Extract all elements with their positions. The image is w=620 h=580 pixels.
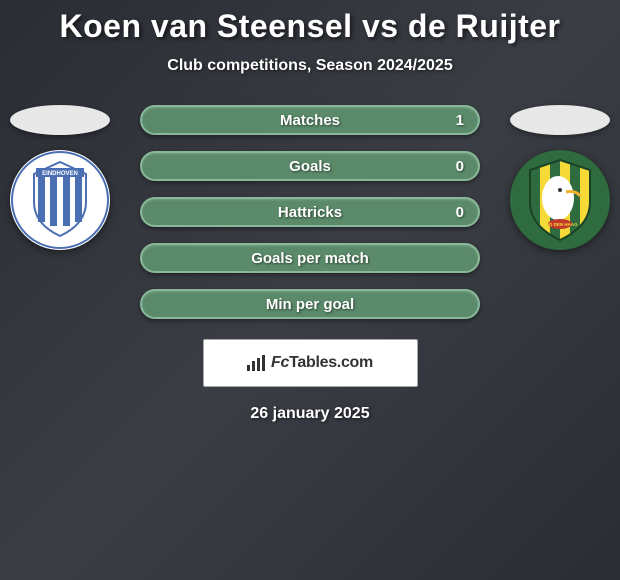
body-row: EINDHOVEN bbox=[0, 105, 620, 319]
player-left-column: EINDHOVEN bbox=[0, 105, 120, 250]
stat-value: 0 bbox=[456, 204, 464, 221]
stat-pill-matches: Matches 1 bbox=[140, 105, 480, 135]
left-club-badge: EINDHOVEN bbox=[10, 150, 110, 250]
stat-label: Goals bbox=[289, 158, 331, 175]
player-left-avatar-placeholder bbox=[10, 105, 110, 135]
stat-label: Matches bbox=[280, 112, 340, 129]
stats-list: Matches 1 Goals 0 Hattricks 0 Goals per … bbox=[140, 105, 480, 319]
footer-brand-text: FcTables.com bbox=[271, 354, 373, 372]
subtitle: Club competitions, Season 2024/2025 bbox=[0, 57, 620, 75]
stat-label: Hattricks bbox=[278, 204, 342, 221]
stat-pill-goals: Goals 0 bbox=[140, 151, 480, 181]
stat-pill-min-per-goal: Min per goal bbox=[140, 289, 480, 319]
stat-pill-hattricks: Hattricks 0 bbox=[140, 197, 480, 227]
stat-label: Goals per match bbox=[251, 250, 369, 267]
ado-den-haag-badge-icon: ADO DEN HAAG bbox=[510, 150, 610, 250]
right-club-badge: ADO DEN HAAG bbox=[510, 150, 610, 250]
eindhoven-badge-icon: EINDHOVEN bbox=[10, 150, 110, 250]
comparison-card: Koen van Steensel vs de Ruijter Club com… bbox=[0, 0, 620, 423]
stat-value: 0 bbox=[456, 158, 464, 175]
bar-chart-icon bbox=[247, 355, 267, 371]
player-right-column: ADO DEN HAAG bbox=[500, 105, 620, 250]
stat-pill-goals-per-match: Goals per match bbox=[140, 243, 480, 273]
page-title: Koen van Steensel vs de Ruijter bbox=[0, 8, 620, 45]
player-right-avatar-placeholder bbox=[510, 105, 610, 135]
footer-brand-box: FcTables.com bbox=[203, 339, 418, 387]
svg-text:EINDHOVEN: EINDHOVEN bbox=[42, 171, 78, 177]
date-text: 26 january 2025 bbox=[0, 405, 620, 423]
stat-value: 1 bbox=[456, 112, 464, 129]
stat-label: Min per goal bbox=[266, 296, 354, 313]
svg-text:ADO DEN HAAG: ADO DEN HAAG bbox=[542, 222, 578, 227]
